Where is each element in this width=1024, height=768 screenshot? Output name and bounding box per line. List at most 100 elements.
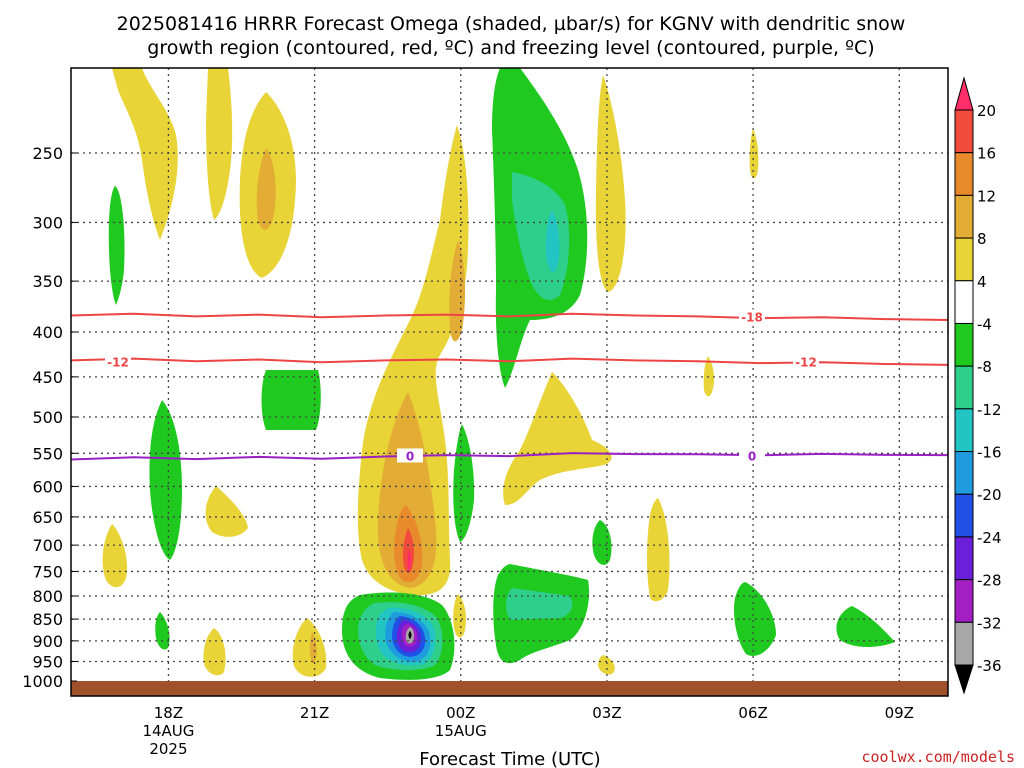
x-tick-label: 09Z <box>885 704 914 722</box>
colorbar-swatch <box>954 152 974 196</box>
colorbar-swatch <box>954 237 974 282</box>
omega-blob <box>545 210 560 273</box>
isotherm-line <box>70 312 949 321</box>
colorbar-swatch <box>954 322 974 367</box>
y-tick-label: 950 <box>32 652 63 671</box>
x-tick-year: 2025 <box>149 740 187 758</box>
y-tick-label: 700 <box>32 536 63 555</box>
y-tick-label: 600 <box>32 477 63 496</box>
colorbar-swatch <box>954 451 974 495</box>
isotherm-label-bg <box>397 448 423 463</box>
y-tick-label: 300 <box>32 213 63 232</box>
omega-blob <box>647 498 670 602</box>
colorbar-label: -24 <box>977 529 1002 547</box>
colorbar-swatch <box>954 194 974 239</box>
colorbar-label: 8 <box>977 230 987 248</box>
chart-title-line1: 2025081416 HRRR Forecast Omega (shaded, … <box>117 13 906 35</box>
colorbar-swatch <box>954 493 974 538</box>
colorbar-arrow-top <box>954 76 974 111</box>
isotherm-label: 0 <box>748 449 756 463</box>
y-tick-label: 400 <box>32 323 63 342</box>
colorbar-label: -12 <box>977 401 1002 419</box>
isotherm-contours: -18 -12 -12 0 0 <box>70 309 949 463</box>
colorbar-swatch <box>954 109 974 154</box>
colorbar-label: -4 <box>977 315 992 333</box>
y-tick-label: 350 <box>32 272 63 291</box>
credit-text: coolwx.com/models <box>861 748 1015 766</box>
omega-blob <box>403 528 415 574</box>
x-tick-label: 03Z <box>592 704 621 722</box>
omega-blob <box>112 68 178 240</box>
isotherm-label: -12 <box>107 355 129 369</box>
colorbar-label: 4 <box>977 273 987 291</box>
colorbar-label: -20 <box>977 486 1002 504</box>
omega-blob <box>261 370 321 430</box>
omega-blob <box>203 628 226 676</box>
omega-blob <box>503 372 612 505</box>
colorbar-label: -36 <box>977 657 1002 675</box>
colorbar-label: -8 <box>977 358 992 376</box>
colorbar-arrow-bottom <box>954 664 974 695</box>
y-tick-label: 750 <box>32 562 63 581</box>
x-tick-label: 00Z <box>446 704 475 722</box>
y-tick-label: 650 <box>32 508 63 527</box>
omega-blob <box>149 400 182 560</box>
x-tick-date: 15AUG <box>435 722 487 740</box>
isotherm-label-bg <box>105 354 131 369</box>
colorbar-swatch <box>954 579 974 623</box>
plot-area: -18 -12 -12 0 0 <box>70 67 949 697</box>
y-tick-label: 1000 <box>22 672 63 691</box>
ground-surface <box>71 681 948 696</box>
colorbar-swatch <box>954 408 974 453</box>
colorbar-label: 20 <box>977 102 996 120</box>
x-tick-label: 21Z <box>300 704 329 722</box>
omega-blob <box>703 356 715 397</box>
colorbar: 20 16 12 8 4 -4 -8 -12 -16 -20 -24 -28 -32 -36 <box>954 76 1002 695</box>
colorbar-swatch <box>954 621 974 666</box>
grid-lines <box>71 68 948 681</box>
x-tick-date: 14AUG <box>142 722 194 740</box>
omega-blob <box>836 606 895 647</box>
omega-blob <box>453 594 466 638</box>
colorbar-swatch <box>954 365 974 410</box>
omega-blob <box>749 128 759 179</box>
isotherm-label: -18 <box>741 310 763 324</box>
colorbar-swatch <box>954 280 974 324</box>
y-tick-label: 250 <box>32 144 63 163</box>
omega-blob <box>256 148 276 230</box>
plot-border <box>70 67 949 697</box>
isotherm-label: -12 <box>795 355 817 369</box>
omega-blob <box>155 612 170 650</box>
y-tick-label: 800 <box>32 587 63 606</box>
y-tick-label: 900 <box>32 632 63 651</box>
colorbar-label: 16 <box>977 145 996 163</box>
omega-blob <box>108 186 125 305</box>
omega-blob <box>407 550 412 572</box>
chart-title-line2: growth region (contoured, red, ºC) and f… <box>147 37 874 59</box>
y-tick-label: 850 <box>32 610 63 629</box>
isotherm-label-bg <box>739 309 765 324</box>
y-axis: 250 300 350 400 450 500 550 600 650 700 750 800 850 9… <box>22 144 77 691</box>
omega-blob <box>408 631 412 639</box>
colorbar-label: -16 <box>977 444 1002 462</box>
omega-blob <box>377 392 437 588</box>
colorbar-label: -28 <box>977 572 1002 590</box>
colorbar-swatch <box>954 536 974 581</box>
omega-blob <box>598 655 615 675</box>
omega-blob <box>205 486 248 537</box>
x-axis-label: Forecast Time (UTC) <box>419 749 600 768</box>
omega-blob <box>206 68 233 220</box>
y-tick-label: 500 <box>32 408 63 427</box>
isotherm-label-bg <box>793 354 819 369</box>
omega-blob <box>595 75 626 292</box>
colorbar-label: 12 <box>977 187 996 205</box>
isotherm-label: 0 <box>406 449 414 463</box>
y-tick-label: 550 <box>32 444 63 463</box>
x-tick-label: 18Z <box>154 704 183 722</box>
isotherm-line <box>70 452 949 461</box>
colorbar-label: -32 <box>977 614 1002 632</box>
x-tick-label: 06Z <box>738 704 767 722</box>
y-tick-label: 450 <box>32 368 63 387</box>
